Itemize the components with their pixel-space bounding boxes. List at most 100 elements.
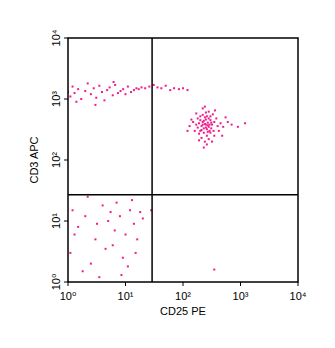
y-tick [64,99,68,100]
x-tick-label: 10¹ [118,290,134,302]
event-point [69,252,71,254]
event-point [182,87,184,89]
event-point [106,89,108,91]
x-tick [125,282,126,286]
event-point [84,215,86,217]
y-tick-label: 10³ [50,91,62,107]
event-point [211,141,213,143]
event-point [87,82,89,84]
event-point [198,122,200,124]
event-point [201,137,203,139]
event-point [142,217,144,219]
y-tick [64,160,68,161]
event-point [208,138,210,140]
event-point [116,202,118,204]
event-point [203,132,205,134]
event-point [209,119,211,121]
event-point [105,248,107,250]
y-tick [64,38,68,39]
event-point [208,111,210,113]
event-point [204,141,206,143]
x-axis-label: CD25 PE [160,305,206,317]
event-point [213,130,215,132]
event-point [113,81,115,83]
event-point [190,119,192,121]
x-tick-label: 10⁰ [60,290,77,302]
event-point [205,127,207,129]
event-point [133,89,135,91]
event-point [210,122,212,124]
quadrant-line-y [68,194,298,196]
x-tick-label: 10³ [233,290,249,302]
x-tick-label: 10⁴ [290,290,307,302]
event-point [222,126,224,128]
event-point [94,238,96,240]
x-tick [298,282,299,286]
event-point [214,109,216,111]
event-point [231,124,233,126]
y-axis-label: CD3 APC [28,136,40,183]
event-point [195,124,197,126]
event-point [135,87,137,89]
points [68,81,246,278]
event-point [87,196,89,198]
chart: 10⁰10¹10²10³10⁴10⁰10¹10²10³10⁴CD25 PECD3… [0,0,335,348]
event-point [84,90,86,92]
event-point [120,90,122,92]
y-tick [64,282,68,283]
x-tick [240,282,241,286]
y-tick-label: 10² [50,152,62,168]
event-point [141,86,143,88]
event-point [101,91,103,93]
event-point [227,121,229,123]
event-point [173,87,175,89]
event-point [202,107,204,109]
x-tick [183,282,184,286]
event-point [202,114,204,116]
event-point [208,117,210,119]
event-point [189,125,191,127]
event-point [109,86,111,88]
event-point [95,97,97,99]
event-point [194,130,196,132]
event-point [199,119,201,121]
event-point [218,130,220,132]
y-tick-label: 10⁰ [50,273,62,290]
event-point [204,106,206,108]
event-point [237,126,239,128]
event-point [207,131,209,133]
event-point [209,132,211,134]
event-point [178,88,180,90]
event-point [125,234,127,236]
event-point [103,99,105,101]
event-point [94,104,96,106]
event-point [114,229,116,231]
event-point [127,86,129,88]
event-point [221,135,223,137]
event-point [244,122,246,124]
quadrant-line-x [151,38,153,282]
event-point [203,127,205,129]
event-point [80,98,82,100]
event-point [110,211,112,213]
event-point [198,139,200,141]
event-point [72,86,74,88]
event-point [213,121,215,123]
event-point [206,135,208,137]
event-point [213,269,215,271]
event-point [75,101,77,103]
event-point [195,112,197,114]
event-point [98,85,100,87]
event-point [169,89,171,91]
event-point [96,223,98,225]
quadrant-gates [68,38,298,282]
event-point [130,91,132,93]
event-point [138,88,140,90]
event-point [217,125,219,127]
event-point [82,270,84,272]
event-point [133,223,135,225]
event-point [148,86,150,88]
event-point [206,115,208,117]
event-point [114,84,116,86]
event-point [211,124,213,126]
